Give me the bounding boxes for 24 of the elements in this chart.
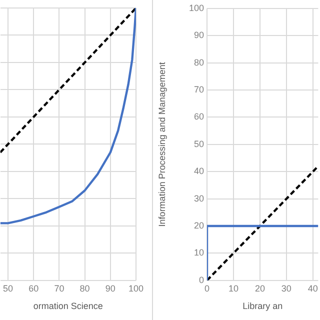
y-tick-label: 0	[198, 274, 204, 285]
y-tick-label: 20	[194, 220, 204, 230]
y-tick-label: 50	[194, 138, 204, 149]
x-tick-label: 60	[28, 283, 39, 294]
x-tick-label: 40	[308, 283, 318, 294]
y-tick-label: 90	[194, 30, 204, 40]
x-axis-title: ormation Science	[33, 301, 103, 312]
x-tick-label: 70	[54, 283, 64, 294]
y-tick-label: 40	[194, 166, 204, 176]
y-tick-label: 10	[194, 248, 204, 258]
x-tick-label: 10	[228, 283, 238, 294]
x-tick-label: 30	[281, 283, 292, 294]
x-axis-title: Library an	[242, 301, 283, 312]
y-tick-label: 60	[194, 112, 204, 122]
x-tick-label: 50	[3, 283, 14, 294]
y-tick-label: 70	[194, 84, 204, 94]
x-tick-label: 90	[105, 283, 116, 294]
x-tick-label: 20	[254, 283, 265, 294]
x-tick-label: 80	[80, 283, 90, 294]
y-tick-label: 30	[194, 193, 204, 204]
x-tick-label: 100	[128, 283, 144, 294]
y-tick-label: 80	[194, 57, 204, 68]
y-axis-title: Information Processing and Management	[156, 62, 167, 227]
y-tick-label: 100	[188, 2, 204, 13]
